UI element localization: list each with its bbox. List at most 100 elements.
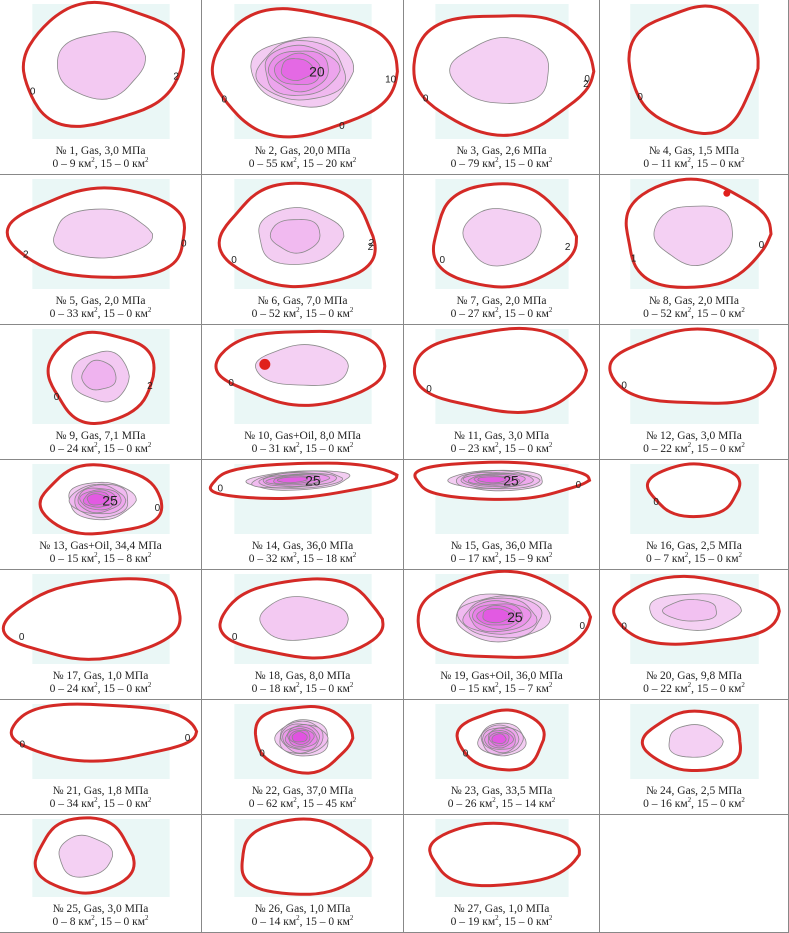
isopach-contour	[482, 608, 512, 624]
area-15-contour: 15 – 0 км	[305, 683, 350, 695]
pressure-value: 20,0 МПа	[303, 145, 351, 157]
panel-number: № 5	[55, 295, 76, 307]
zero-contour	[9, 702, 199, 763]
contour-label: 20	[309, 64, 325, 80]
zero-contour	[1, 577, 182, 661]
isopach-contour	[462, 208, 542, 267]
area-15-contour: 15 – 0 км	[305, 308, 350, 320]
caption-line-1: № 12, Gas, 3,0 МПа	[646, 430, 742, 442]
panel-number: № 12	[646, 430, 672, 442]
caption-line-1: № 9, Gas, 7,1 МПа	[55, 430, 146, 442]
panel-caption: № 6, Gas, 7,0 МПа 0 – 52 км2, 15 – 0 км2	[202, 295, 403, 321]
panel-number: № 16	[646, 540, 672, 552]
map-panel: 0 № 4, Gas, 1,5 МПа 0 – 11 км2, 15 – 0 км2	[600, 0, 789, 175]
map-panel: 25 0 № 19, Gas+Oil, 36,0 МПа 0 – 15 км2, 15…	[404, 570, 600, 700]
caption-line-2: 0 – 7 км2, 15 – 0 км2	[646, 551, 742, 565]
map-panel: 0 20 10 0 № 2, Gas, 20,0 МПа 0 – 55 км2, 15 –…	[202, 0, 404, 175]
panel-caption: № 23, Gas, 33,5 МПа 0 – 26 км2, 15 – 14 к…	[404, 785, 599, 811]
contour-label: 0	[621, 380, 627, 391]
isopach-contour	[668, 724, 724, 758]
caption-line-1: № 22, Gas, 37,0 МПа	[251, 785, 354, 797]
caption-line-2: 0 – 15 км2, 15 – 7 км2	[450, 681, 553, 695]
area-15-contour: 15 – 0 км	[103, 443, 148, 455]
map-panel: 2 0 № 5, Gas, 2,0 МПа 0 – 33 км2, 15 – 0 км…	[0, 175, 202, 325]
area-15-contour: 15 – 45 км	[302, 798, 353, 810]
isopach-contour	[477, 476, 507, 484]
fluid-type: Gas	[481, 540, 500, 552]
panel-number: № 25	[52, 903, 79, 915]
panel-caption: № 18, Gas, 8,0 МПа 0 – 18 км2, 15 – 0 км2	[202, 670, 403, 696]
contour-label: 2	[147, 381, 153, 392]
fluid-type: Gas	[83, 670, 102, 682]
pressure-value: 2,5 МПа	[700, 785, 742, 797]
caption-line-2: 0 – 24 км2, 15 – 0 км2	[49, 681, 152, 695]
panel-number: № 27	[453, 903, 480, 915]
contour-map: 0	[412, 326, 589, 424]
area-zero-contour: 0 – 52 км	[251, 308, 297, 320]
caption-line-2: 0 – 27 км2, 15 – 0 км2	[450, 306, 553, 320]
caption-line-1: № 1, Gas, 3,0 МПа	[55, 145, 146, 157]
panel-number: № 11	[453, 430, 479, 442]
pressure-value: 7,0 МПа	[306, 295, 348, 307]
contour-label: 0	[440, 255, 446, 266]
caption-line-1: № 16, Gas, 2,5 МПа	[646, 540, 742, 552]
area-zero-contour: 0 – 14 км	[251, 916, 297, 928]
area-zero-contour: 0 – 8 км	[52, 916, 92, 928]
map-panel: 1 0 № 8, Gas, 2,0 МПа 0 – 52 км2, 15 – 0 км…	[600, 175, 789, 325]
contour-map: 25 0	[32, 463, 170, 536]
map-panel: 0 № 22, Gas, 37,0 МПа 0 – 62 км2, 15 – 45 …	[202, 700, 404, 815]
contour-map	[32, 816, 170, 897]
map-panel: 0 № 10, Gas+Oil, 8,0 МПа 0 – 31 км2, 15 – …	[202, 325, 404, 460]
map-panel: № 25, Gas, 3,0 МПа 0 – 8 км2, 15 – 0 км2	[0, 815, 202, 933]
area-15-contour: 15 – 14 км	[501, 798, 552, 810]
area-15-contour: 15 – 0 км	[696, 308, 742, 320]
contour-map: 0 22	[217, 179, 377, 289]
pressure-value: 3,0 МПа	[107, 903, 149, 915]
area-zero-contour: 0 – 17 км	[450, 553, 496, 565]
contour-map: 0	[214, 329, 387, 424]
contour-map: 02	[32, 329, 170, 426]
caption-line-1: № 27, Gas, 1,0 МПа	[453, 903, 550, 915]
contour-label: 0	[576, 480, 582, 491]
contour-map	[630, 704, 759, 779]
panel-caption: № 1, Gas, 3,0 МПа 0 – 9 км2, 15 – 0 км2	[0, 145, 201, 171]
contour-label: 2	[565, 242, 571, 253]
caption-line-2: 0 – 34 км2, 15 – 0 км2	[49, 796, 152, 810]
well-marker	[259, 358, 271, 370]
contour-label: 25	[503, 472, 519, 488]
pressure-value: 3,0 МПа	[700, 430, 742, 442]
fluid-type: Gas	[674, 145, 693, 157]
pressure-value: 36,0 МПа	[516, 670, 563, 682]
map-panel: 25 0 № 15, Gas, 36,0 МПа 0 – 17 км2, 15 – 9…	[404, 460, 600, 570]
panel-number: № 6	[257, 295, 278, 307]
contour-label: 0	[259, 749, 265, 760]
area-zero-contour: 0 – 79 км	[450, 158, 496, 170]
area-zero-contour: 0 – 15 км	[450, 683, 496, 695]
area-15-contour: 15 – 0 км	[504, 443, 549, 455]
contour-label: 0	[580, 621, 586, 632]
area-zero-contour: 0 – 33 км	[49, 308, 95, 320]
well-marker	[723, 189, 731, 197]
pressure-value: 36,0 МПа	[505, 540, 553, 552]
pressure-value: 3,0 МПа	[508, 430, 550, 442]
panel-caption: № 22, Gas, 37,0 МПа 0 – 62 км2, 15 – 45 к…	[202, 785, 403, 811]
contour-map	[428, 819, 581, 897]
caption-line-1: № 18, Gas, 8,0 МПа	[254, 670, 351, 682]
area-15-contour: 15 – 0 км	[504, 916, 549, 928]
pressure-value: 2,6 МПа	[505, 145, 547, 157]
isopach-contour	[57, 31, 147, 100]
map-panel: 0 № 23, Gas, 33,5 МПа 0 – 26 км2, 15 – 14 …	[404, 700, 600, 815]
contour-label: 0	[584, 74, 590, 85]
panel-number: № 15	[450, 540, 477, 552]
contour-label: 0	[653, 497, 659, 508]
area-zero-contour: 0 – 16 км	[643, 798, 688, 810]
panel-caption: № 15, Gas, 36,0 МПа 0 – 17 км2, 15 – 9 км…	[404, 540, 599, 566]
caption-line-1: № 8, Gas, 2,0 МПа	[649, 295, 739, 307]
area-15-contour: 15 – 7 км	[504, 683, 549, 695]
panel-number: № 3	[456, 145, 477, 157]
area-15-contour: 15 – 0 км	[696, 683, 742, 695]
zero-contour	[627, 4, 760, 136]
panel-caption: № 21, Gas, 1,8 МПа 0 – 34 км2, 15 – 0 км2	[0, 785, 201, 811]
map-panel: 0 2 0 № 3, Gas, 2,6 МПа 0 – 79 км2, 15 – 0 к…	[404, 0, 600, 175]
panel-number: № 20	[646, 670, 672, 682]
